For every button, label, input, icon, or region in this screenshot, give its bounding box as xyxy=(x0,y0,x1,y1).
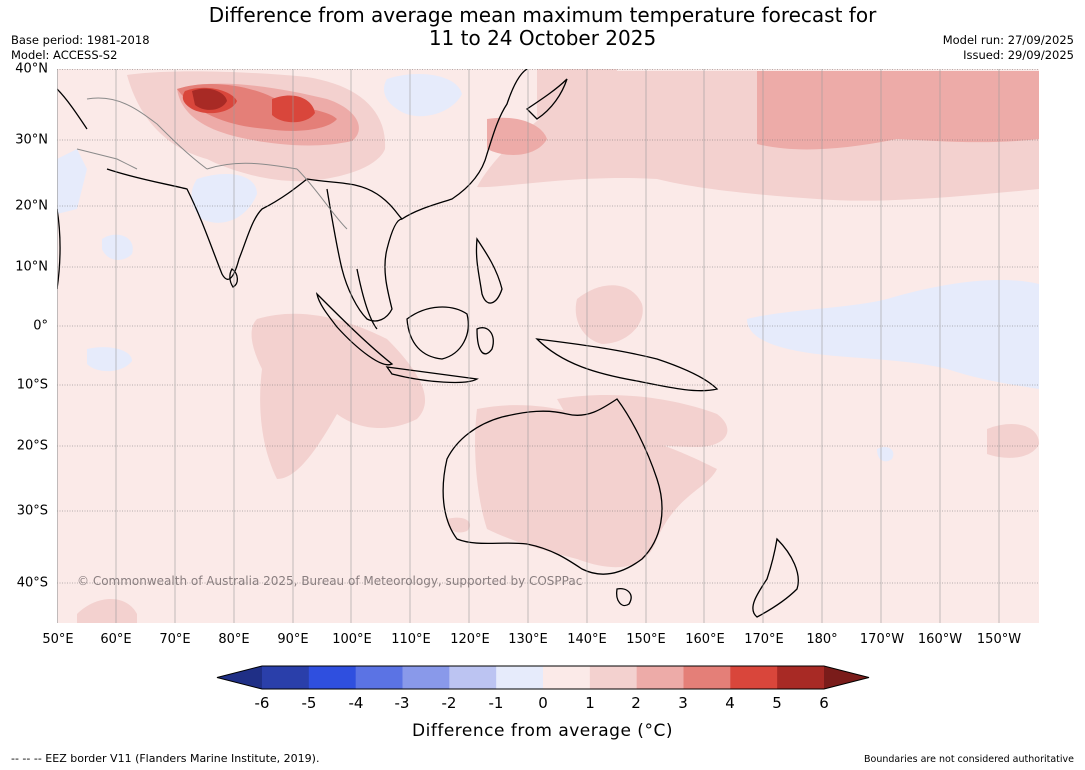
title-line-2: 11 to 24 October 2025 xyxy=(428,26,657,50)
colorbar-tick: -2 xyxy=(441,694,457,712)
lon-label-80e: 80°E xyxy=(218,632,250,647)
lon-label-150w: 150°W xyxy=(976,632,1022,647)
colorbar-under-arrow xyxy=(217,666,262,689)
copyright-notice: © Commonwealth of Australia 2025, Bureau… xyxy=(77,574,583,588)
colorbar-segment xyxy=(636,666,684,689)
colorbar-segment xyxy=(589,666,638,689)
colorbar-tick: -1 xyxy=(488,694,504,712)
lat-label-0: 0° xyxy=(33,318,48,334)
colorbar-tick: 6 xyxy=(819,694,829,712)
lon-label-140e: 140°E xyxy=(567,632,607,647)
colorbar-tick: -3 xyxy=(394,694,410,712)
colorbar-segment xyxy=(683,666,731,689)
model-run: Model run: 27/09/2025 xyxy=(942,33,1074,47)
lon-label-70e: 70°E xyxy=(159,632,191,647)
colorbar-segment xyxy=(355,666,403,689)
lon-label-110e: 110°E xyxy=(391,632,431,647)
colorbar-over-arrow xyxy=(824,666,869,689)
lon-label-90e: 90°E xyxy=(277,632,309,647)
coastlines xyxy=(57,69,799,618)
lon-label-60e: 60°E xyxy=(100,632,132,647)
meta-left: Base period: 1981-2018 Model: ACCESS-S2 xyxy=(11,33,150,63)
colorbar-segments xyxy=(262,666,825,689)
colorbar-segment xyxy=(496,666,544,689)
colorbar-segment xyxy=(777,666,825,689)
lon-label-50e: 50°E xyxy=(42,632,74,647)
model-name: Model: ACCESS-S2 xyxy=(11,48,118,62)
map-panel xyxy=(57,69,1039,623)
colorbar-segment xyxy=(543,666,591,689)
lat-label-20n: 20°N xyxy=(15,198,48,214)
colorbar-tick: 5 xyxy=(772,694,782,712)
lon-label-160e: 160°E xyxy=(685,632,725,647)
boundary-disclaimer: Boundaries are not considered authoritat… xyxy=(864,754,1074,765)
lon-label-100e: 100°E xyxy=(332,632,372,647)
national-borders xyxy=(76,97,348,230)
lat-label-30s: 30°S xyxy=(16,503,48,519)
graticule-lines xyxy=(57,69,1039,584)
lat-label-10n: 10°N xyxy=(15,259,48,275)
colorbar-segment xyxy=(308,666,357,689)
colorbar-tick: 4 xyxy=(725,694,735,712)
issued-date: Issued: 29/09/2025 xyxy=(963,48,1074,62)
lat-label-20s: 20°S xyxy=(16,438,48,454)
lon-label-170e: 170°E xyxy=(744,632,784,647)
colorbar-tick: 3 xyxy=(678,694,688,712)
colorbar-segment xyxy=(730,666,778,689)
colorbar-tick: -4 xyxy=(348,694,364,712)
lat-label-40s: 40°S xyxy=(16,575,48,591)
lon-label-160w: 160°W xyxy=(917,632,963,647)
lat-label-10s: 10°S xyxy=(16,377,48,393)
lon-label-150e: 150°E xyxy=(626,632,666,647)
anomaly-map xyxy=(57,69,1039,623)
anomaly-minus-1-to-0 xyxy=(57,74,1039,462)
meridian-lines xyxy=(57,69,1000,623)
lon-label-120e: 120°E xyxy=(450,632,490,647)
lat-label-40n: 40°N xyxy=(15,61,48,77)
colorbar-tick: 1 xyxy=(585,694,595,712)
eez-legend: -- -- -- EEZ border V11 (Flanders Marine… xyxy=(11,752,320,765)
lat-label-30n: 30°N xyxy=(15,132,48,148)
colorbar-segment xyxy=(262,666,310,689)
anomaly-5-to-6 xyxy=(192,88,227,110)
colorbar xyxy=(216,665,870,690)
chart-title: Difference from average mean maximum tem… xyxy=(0,4,1085,50)
colorbar-segment xyxy=(402,666,450,689)
meta-right: Model run: 27/09/2025 Issued: 29/09/2025 xyxy=(943,33,1074,63)
colorbar-tick: -6 xyxy=(254,694,270,712)
colorbar-label: Difference from average (°C) xyxy=(412,721,673,741)
colorbar-tick: -5 xyxy=(301,694,317,712)
base-period: Base period: 1981-2018 xyxy=(11,33,150,47)
colorbar-tick: 2 xyxy=(631,694,641,712)
lon-label-130e: 130°E xyxy=(508,632,548,647)
colorbar-outline xyxy=(216,665,870,690)
colorbar-tick: 0 xyxy=(538,694,548,712)
lon-label-180: 180° xyxy=(806,632,838,647)
colorbar-segment xyxy=(449,666,497,689)
lon-label-170w: 170°W xyxy=(859,632,905,647)
title-line-1: Difference from average mean maximum tem… xyxy=(208,3,877,27)
